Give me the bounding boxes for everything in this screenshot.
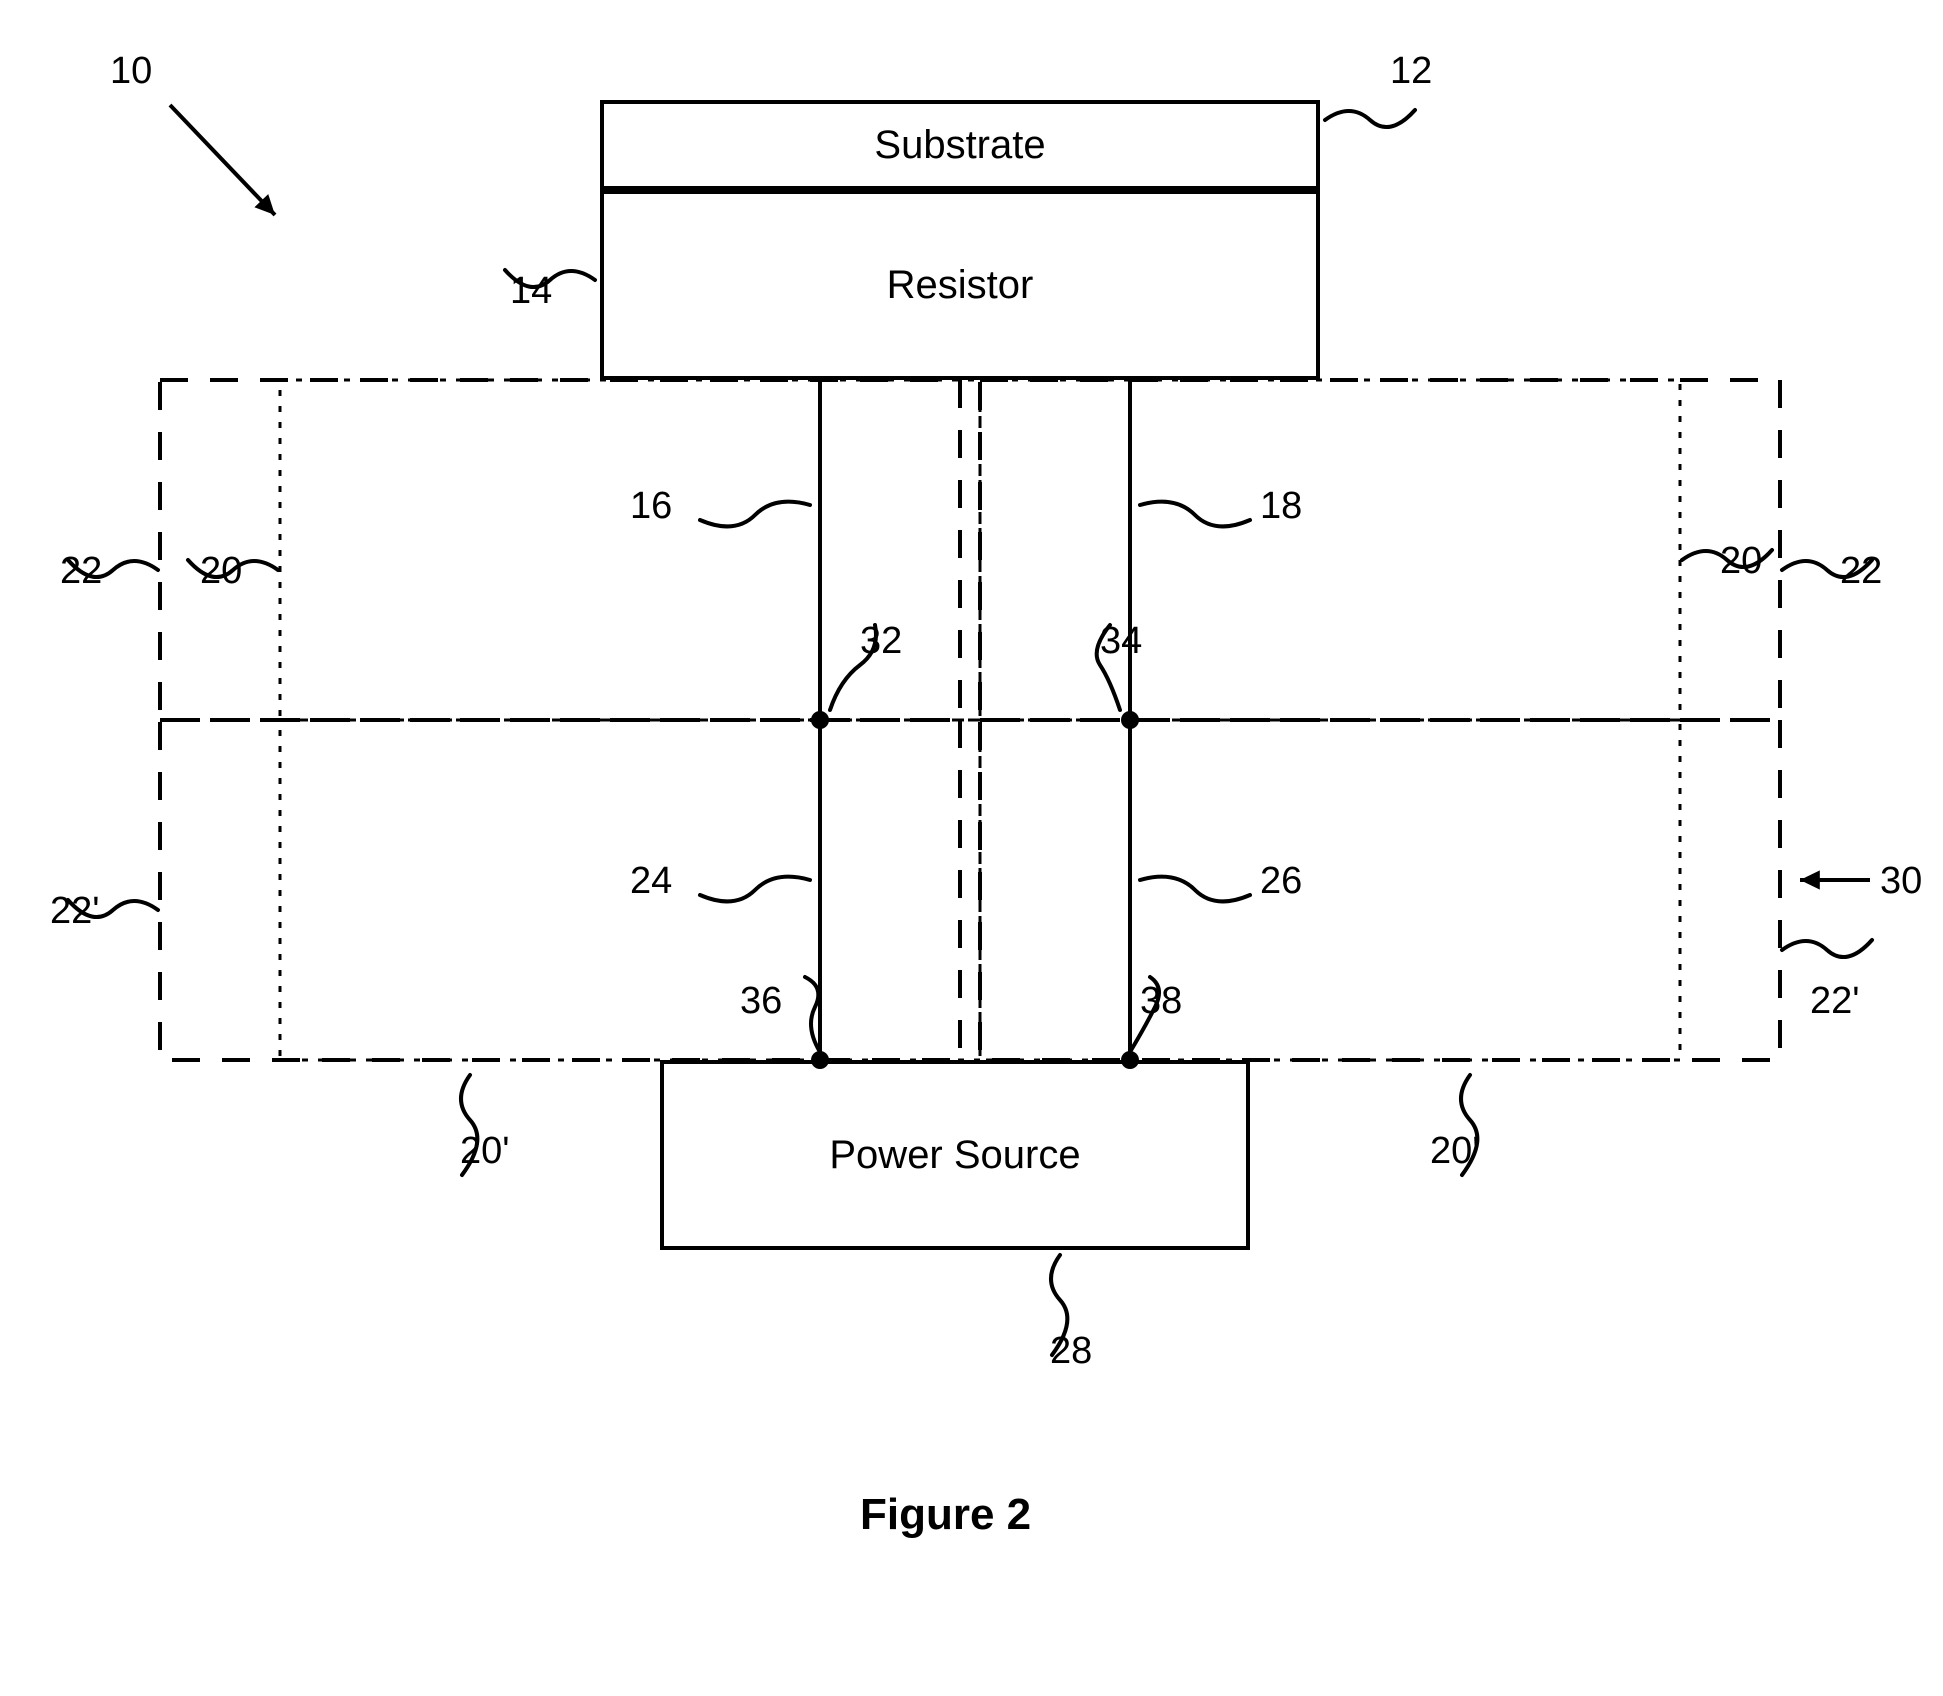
resistor-text: Resistor	[887, 263, 1034, 308]
ref-label-18: 18	[1260, 485, 1302, 528]
ref-label-20p: 20'	[460, 1130, 510, 1173]
ref-label-34: 34	[1100, 620, 1142, 663]
ref-label-14: 14	[510, 270, 552, 313]
node-36	[811, 1051, 829, 1069]
substrate-box: Substrate	[600, 100, 1320, 190]
power-source-box: Power Source	[660, 1060, 1250, 1250]
ref-label-20p: 20'	[1430, 1130, 1480, 1173]
node-34	[1121, 711, 1139, 729]
ref-label-36: 36	[740, 980, 782, 1023]
ref-label-20: 20	[1720, 540, 1762, 583]
ref-label-12: 12	[1390, 50, 1432, 93]
ref-label-22p: 22'	[50, 890, 100, 933]
node-32	[811, 711, 829, 729]
ref-label-16: 16	[630, 485, 672, 528]
ref-label-24: 24	[630, 860, 672, 903]
ref-label-22p: 22'	[1810, 980, 1860, 1023]
power-source-text: Power Source	[829, 1133, 1080, 1178]
ref-label-10: 10	[110, 50, 152, 93]
ref-label-26: 26	[1260, 860, 1302, 903]
ref-label-22: 22	[60, 550, 102, 593]
ref-label-22: 22	[1840, 550, 1882, 593]
substrate-text: Substrate	[874, 123, 1045, 168]
ref-label-38: 38	[1140, 980, 1182, 1023]
ref-label-28: 28	[1050, 1330, 1092, 1373]
ref-label-20: 20	[200, 550, 242, 593]
figure-title-text: Figure 2	[860, 1490, 1031, 1539]
ref-label-30: 30	[1880, 860, 1922, 903]
ref-label-32: 32	[860, 620, 902, 663]
figure-title: Figure 2	[860, 1490, 1031, 1540]
node-38	[1121, 1051, 1139, 1069]
resistor-box: Resistor	[600, 190, 1320, 380]
diagram-canvas: Substrate Resistor Power Source 10 12 14 16…	[40, 40, 1900, 1640]
